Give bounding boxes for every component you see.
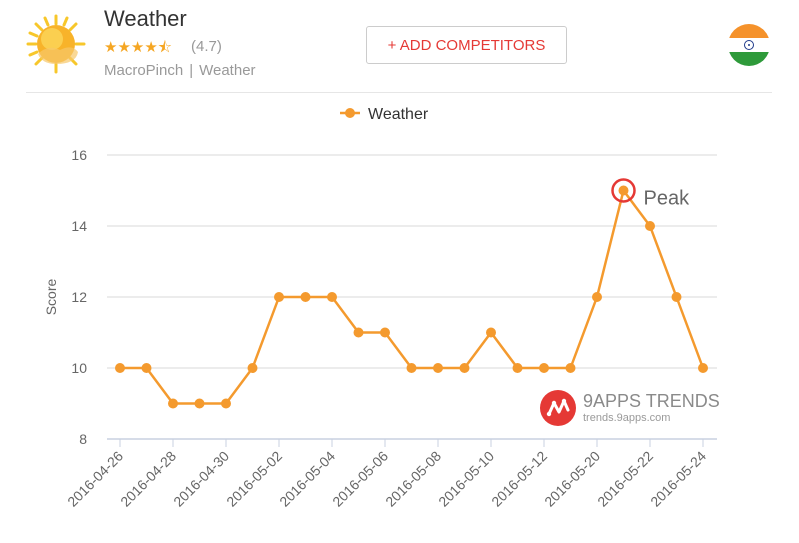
chart-svg: 810121416Score2016-04-262016-04-282016-0…: [43, 106, 717, 510]
data-point: [141, 363, 152, 373]
y-tick-label: 10: [71, 360, 87, 376]
data-point: [221, 398, 231, 409]
data-point: [698, 363, 708, 373]
data-point: [645, 221, 655, 231]
data-point: [459, 363, 470, 373]
data-point: [115, 363, 125, 373]
x-tick-label: 2016-05-04: [276, 448, 338, 510]
rating-stars: ★★★★⯪: [104, 39, 172, 56]
y-axis-label: Score: [43, 279, 59, 316]
app-title: Weather: [104, 6, 187, 31]
x-tick-label: 2016-04-30: [170, 448, 232, 510]
data-point: [592, 292, 602, 302]
data-point: [433, 363, 443, 373]
peak-marker-ring: [611, 178, 636, 203]
peak-annotation-label: Peak: [644, 188, 691, 210]
score-line-chart: 8 10 12 14 16 Score 2016-04-26 2016-04-28 2016-0…: [0, 94, 799, 538]
x-tick-label: 2016-05-08: [382, 448, 444, 510]
watermark-url: trends.9apps.com: [583, 412, 671, 424]
9apps-logo-icon: [540, 390, 576, 426]
data-point: [512, 363, 523, 373]
sun-icon: [26, 14, 86, 74]
meta-separator: |: [189, 62, 194, 79]
x-tick-label: 2016-04-26: [64, 448, 126, 510]
x-tick-label: 2016-05-02: [223, 448, 285, 510]
data-point: [539, 363, 549, 373]
rating-value: (4.7): [191, 38, 222, 55]
app-header: Weather ★★★★⯪ (4.7) MacroPinch | Weather +…: [0, 0, 799, 92]
data-point: [168, 398, 178, 409]
y-tick-label: 16: [71, 147, 87, 163]
data-point: [247, 363, 258, 373]
data-point: [327, 292, 337, 302]
x-tick-label: 2016-05-22: [594, 448, 656, 510]
legend-marker: [345, 108, 355, 118]
data-point: [353, 327, 364, 338]
watermark: 9APPS TRENDS trends.9apps.com: [540, 390, 740, 430]
data-point: [300, 292, 311, 302]
india-flag-icon: [728, 24, 770, 66]
data-point: [618, 185, 629, 196]
data-point: [565, 363, 576, 373]
data-point: [671, 292, 682, 302]
x-tick-label: 2016-05-20: [541, 448, 603, 510]
legend-label: Weather: [368, 106, 429, 123]
x-tick-label: 2016-05-12: [488, 448, 550, 510]
data-point: [380, 327, 390, 338]
y-tick-label: 12: [71, 289, 87, 305]
data-point: [406, 363, 417, 373]
data-point: [194, 398, 205, 409]
developer-link[interactable]: MacroPinch: [104, 62, 184, 79]
data-point: [486, 327, 496, 338]
category-link[interactable]: Weather: [199, 62, 256, 79]
app-meta: MacroPinch | Weather: [104, 62, 256, 79]
data-point: [274, 292, 284, 302]
add-competitors-button[interactable]: + ADD COMPETITORS: [366, 26, 567, 64]
x-tick-label: 2016-05-24: [647, 448, 709, 510]
header-divider: [26, 92, 772, 93]
watermark-title: 9APPS TRENDS: [583, 391, 720, 411]
x-tick-label: 2016-05-06: [329, 448, 391, 510]
x-tick-label: 2016-04-28: [117, 448, 179, 510]
y-tick-label: 14: [71, 218, 87, 234]
x-tick-label: 2016-05-10: [435, 448, 497, 510]
y-tick-label: 8: [79, 431, 87, 447]
